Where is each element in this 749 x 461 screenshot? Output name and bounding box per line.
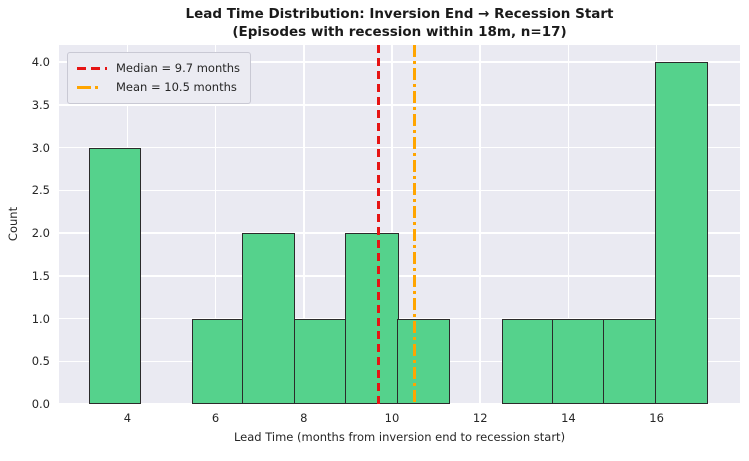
y-tick-label: 0.5 (31, 354, 50, 369)
gridline (59, 189, 740, 192)
gridline (303, 45, 305, 404)
histogram-bar (397, 318, 451, 404)
gridline (391, 45, 393, 404)
x-tick-label: 4 (123, 411, 132, 425)
mean-line (412, 45, 416, 404)
y-tick-label: 1.5 (31, 268, 50, 283)
plot-area: Median = 9.7 months Mean = 10.5 months (59, 45, 740, 405)
gridline (59, 146, 740, 149)
histogram-bar (501, 318, 554, 404)
y-tick-label: 3.0 (31, 140, 50, 155)
y-tick-label: 2.5 (31, 183, 50, 198)
y-tick-label: 0.0 (31, 397, 50, 411)
y-tick-label: 4.0 (31, 55, 50, 70)
histogram-bar (88, 147, 141, 404)
legend-item-mean: Mean = 10.5 months (77, 78, 240, 97)
gridline (479, 45, 481, 404)
gridline (59, 232, 740, 234)
gridline (59, 275, 740, 277)
y-tick-label: 3.5 (31, 97, 50, 112)
y-axis-label: Count (6, 206, 20, 242)
histogram-bar (293, 318, 347, 404)
histogram-bar (192, 318, 244, 404)
median-dashed-line-icon (77, 67, 107, 70)
x-tick-label: 12 (472, 411, 488, 425)
histogram-bar (242, 233, 296, 404)
legend-label-mean: Mean = 10.5 months (116, 80, 237, 94)
mean-dashdot-line-icon (77, 86, 107, 89)
x-tick-label: 10 (384, 411, 400, 425)
legend-label-median: Median = 9.7 months (116, 61, 241, 75)
x-tick-label: 8 (300, 411, 308, 425)
chart-subtitle: (Episodes with recession within 18m, n=1… (232, 24, 567, 40)
gridline (59, 403, 740, 405)
gridline (59, 104, 740, 106)
histogram-bar (603, 318, 657, 404)
x-tick-label: 16 (649, 411, 664, 425)
x-tick-label: 14 (561, 411, 576, 425)
histogram-bar (655, 62, 709, 404)
gridline (214, 45, 217, 404)
legend: Median = 9.7 months Mean = 10.5 months (67, 52, 252, 104)
y-tick-label: 2.0 (31, 226, 50, 241)
histogram-bar (551, 318, 606, 404)
histogram-bar (345, 233, 399, 404)
gridline (59, 61, 740, 63)
chart-title: Lead Time Distribution: Inversion End → … (185, 6, 614, 22)
gridline (567, 45, 570, 404)
y-tick-label: 1.0 (31, 311, 50, 326)
title-block: Lead Time Distribution: Inversion End → … (59, 5, 740, 41)
x-tick-label: 6 (211, 411, 220, 425)
x-axis-label: Lead Time (months from inversion end to … (233, 430, 566, 444)
legend-item-median: Median = 9.7 months (77, 59, 240, 78)
median-line (377, 45, 381, 404)
